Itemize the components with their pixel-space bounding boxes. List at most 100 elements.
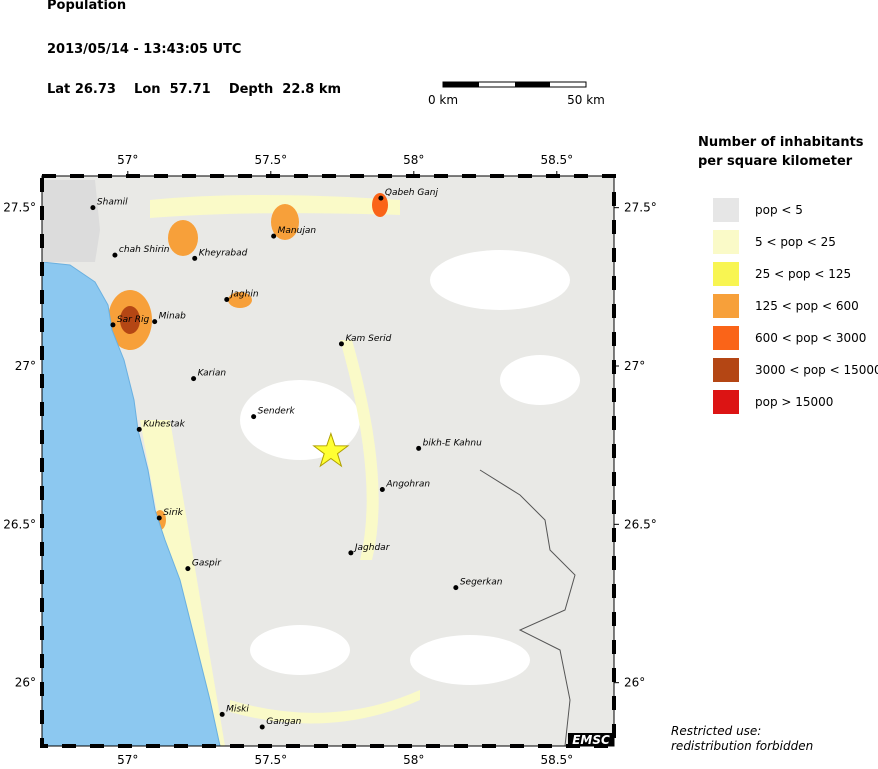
location: Lat 26.73 Lon 57.71 Depth 22.8 km [47,82,341,97]
legend-title: Number of inhabitants [698,135,864,150]
city-label: Angohran [385,480,430,490]
lat-label-right: 27.5° [624,201,657,215]
sparse-area [410,635,530,685]
city-label: Segerkan [460,578,503,588]
depth-label: Depth [228,82,274,97]
city-dot [136,426,142,432]
urban-area [372,193,388,217]
lon-label-bottom: 57.5° [254,753,287,767]
urban-area [271,204,299,240]
scale-bar-segment [515,82,550,87]
urban-core [120,306,140,334]
city-dot [156,515,162,521]
legend-label: 25 < pop < 125 [755,267,851,281]
lon-label-bottom: 58.5° [540,753,573,767]
city-label: Kam Serid [345,334,391,344]
lat-label-left: 27.5° [3,201,36,215]
city-label: Qabeh Ganj [385,188,439,198]
legend-swatch [713,390,739,414]
legend-label: pop < 5 [755,203,803,217]
lon-value: 57.71 [169,82,211,97]
lat-label-right: 27° [624,359,645,373]
lon-label-bottom: 58° [403,753,424,767]
scale-bar-segment [443,82,479,87]
city-label: Manujan [278,226,317,236]
city-label: Jaghin [229,290,259,300]
logo: EMSC [572,733,610,747]
valley-band [340,340,379,560]
lon-label: Lon [134,82,161,97]
city-dot [185,566,191,572]
land-north [42,180,100,262]
city-label: Sar Rig [117,315,150,325]
legend-label: 600 < pop < 3000 [755,331,866,345]
city-label: Kheyrabad [199,248,248,258]
legend-swatch [713,230,739,254]
legend-label: pop > 15000 [755,395,833,409]
lat-label-left: 26° [15,676,36,690]
city-label: Sirik [163,508,183,518]
city-label: Kuhestak [143,419,185,429]
settlement-band [150,195,400,218]
legend-title: per square kilometer [698,154,853,169]
urban-areas [108,193,388,530]
lon-label-top: 58.5° [540,153,573,167]
city-dot [112,252,118,258]
valley-band [230,690,420,724]
depth-value: 22.8 [282,82,315,97]
lat-value: 26.73 [74,82,116,97]
legend-label: 3000 < pop < 15000 [755,363,878,377]
map-frame-ticks [40,174,616,748]
sparse-area [430,250,570,310]
lon-label-top: 58° [403,153,424,167]
sea [41,261,221,747]
lat-label: Lat [47,82,71,97]
datetime: 2013/05/14 - 13:43:05 UTC [47,42,242,57]
city-label: bikh-E Kahnu [423,438,482,448]
city-label: Karian [198,369,227,379]
title: Population [47,0,127,13]
city-label: Gangan [266,717,301,727]
city-dot [259,724,265,730]
city-dot [110,322,116,328]
legend-swatch [713,294,739,318]
lat-label-left: 27° [15,359,36,373]
legend-label: 5 < pop < 25 [755,235,836,249]
city-dot [251,414,257,420]
lon-label-top: 57° [117,153,138,167]
city-dot [271,233,277,239]
city-dot [90,205,96,211]
urban-area [228,292,252,308]
city-label: Jaghdar [353,543,391,553]
city-dot [348,550,354,556]
city-dot [338,341,344,347]
city-label: Shamil [97,198,128,208]
legend-swatch [713,358,739,382]
legend-label: 125 < pop < 600 [755,299,859,313]
city-dot [453,585,459,591]
city-dot [191,376,197,382]
epicenter [312,431,350,468]
sparse-area [500,355,580,405]
city-label: chah Shirin [119,245,170,255]
city-label: Senderk [258,407,296,417]
lat-label-left: 26.5° [3,517,36,531]
footer-line: redistribution forbidden [671,739,813,753]
legend-swatch [713,326,739,350]
city-dot [416,445,422,451]
lon-label-top: 57.5° [254,153,287,167]
legend-swatch [713,262,739,286]
admin-border [479,469,576,747]
urban-area [168,220,198,256]
city-label: Minab [159,312,186,322]
city-label: Gaspir [192,559,222,569]
lon-label-bottom: 57° [117,753,138,767]
city-dot [224,297,230,302]
footer-line: Restricted use: [671,724,761,738]
lat-label-right: 26° [624,676,645,690]
logo-box [568,733,614,746]
legend-swatch [713,198,739,222]
low-density [140,195,420,746]
